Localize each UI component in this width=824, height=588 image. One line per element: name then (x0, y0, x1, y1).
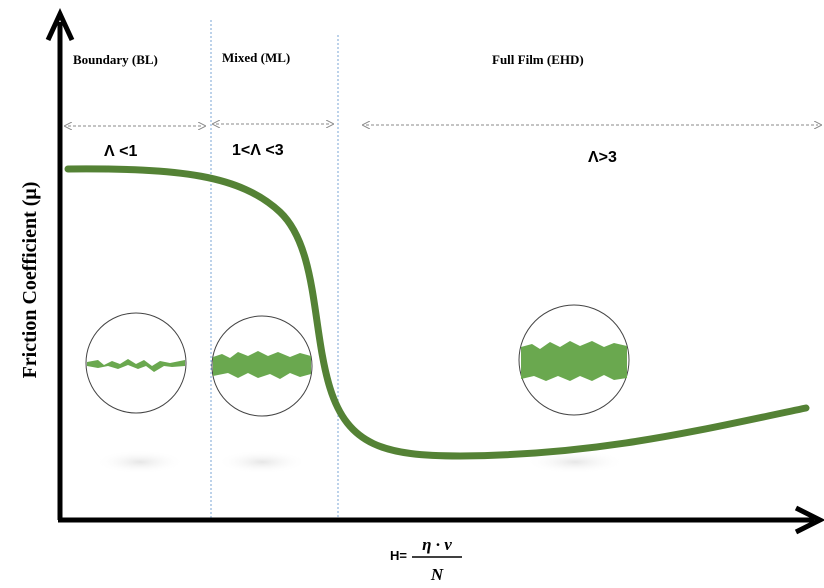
shadow (525, 450, 625, 474)
stribeck-curve (64, 165, 810, 460)
condition-label: Λ <1 (104, 143, 137, 160)
condition-label: Λ>3 (588, 149, 617, 166)
x-axis-numerator: η · v (422, 535, 452, 554)
surface-illustration (518, 304, 630, 416)
region-label: Mixed (ML) (222, 50, 290, 65)
y-axis-label: Friction Coefficient (μ) (19, 182, 41, 379)
shadow (95, 450, 185, 474)
x-axis-arrow (794, 505, 824, 535)
shadow (217, 450, 307, 474)
condition-label: 1<Λ <3 (232, 142, 284, 159)
surface-illustration (85, 312, 187, 414)
surface-illustration (211, 315, 313, 417)
y-axis-arrow (45, 8, 75, 42)
x-axis-denominator: N (430, 565, 444, 584)
region-label: Full Film (EHD) (492, 52, 584, 67)
x-axis-prefix: H= (390, 548, 407, 563)
region-label: Boundary (BL) (73, 52, 158, 67)
